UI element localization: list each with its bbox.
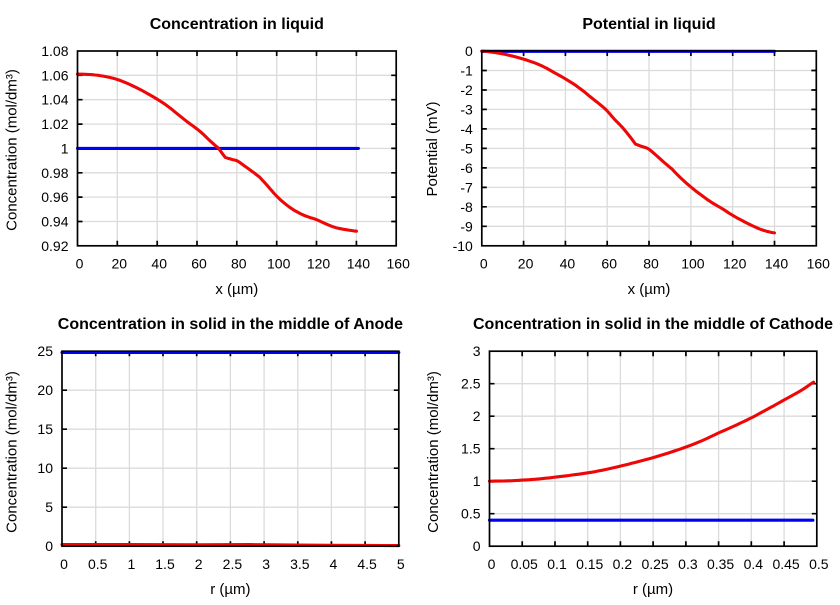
svg-text:60: 60 — [601, 256, 617, 272]
svg-text:Concentration (mol/dm³): Concentration (mol/dm³) — [4, 69, 21, 231]
svg-text:0: 0 — [488, 556, 496, 572]
svg-text:0: 0 — [60, 556, 68, 572]
svg-text:1: 1 — [473, 473, 481, 489]
svg-text:2: 2 — [473, 408, 481, 424]
svg-text:80: 80 — [643, 256, 659, 272]
svg-text:40: 40 — [151, 256, 167, 272]
svg-text:160: 160 — [387, 256, 411, 272]
svg-text:1: 1 — [128, 556, 136, 572]
svg-text:0.1: 0.1 — [547, 556, 567, 572]
svg-text:0.05: 0.05 — [511, 556, 538, 572]
svg-text:1.02: 1.02 — [41, 116, 68, 132]
svg-text:0.45: 0.45 — [772, 556, 799, 572]
svg-text:x (µm): x (µm) — [628, 281, 671, 298]
svg-text:-6: -6 — [460, 160, 473, 176]
svg-text:0.94: 0.94 — [41, 214, 68, 230]
svg-text:140: 140 — [347, 256, 371, 272]
svg-text:3: 3 — [473, 343, 481, 359]
svg-text:x (µm): x (µm) — [215, 281, 258, 298]
svg-text:1.06: 1.06 — [41, 67, 68, 83]
svg-text:2: 2 — [195, 556, 203, 572]
svg-text:1.04: 1.04 — [41, 92, 68, 108]
svg-text:0.96: 0.96 — [41, 189, 68, 205]
svg-text:Potential in liquid: Potential in liquid — [582, 16, 715, 33]
svg-text:0.92: 0.92 — [41, 238, 68, 254]
svg-text:1.5: 1.5 — [155, 556, 175, 572]
svg-text:20: 20 — [37, 382, 53, 398]
svg-text:r (µm): r (µm) — [210, 581, 250, 598]
svg-text:0.15: 0.15 — [576, 556, 603, 572]
svg-text:0.5: 0.5 — [809, 556, 829, 572]
svg-text:-2: -2 — [460, 82, 473, 98]
svg-text:0.4: 0.4 — [744, 556, 764, 572]
svg-text:0: 0 — [480, 256, 488, 272]
svg-text:10: 10 — [37, 460, 53, 476]
svg-text:3.5: 3.5 — [290, 556, 310, 572]
svg-text:0: 0 — [473, 538, 481, 554]
svg-text:120: 120 — [307, 256, 331, 272]
svg-text:4: 4 — [330, 556, 338, 572]
svg-text:-7: -7 — [460, 179, 473, 195]
svg-text:-10: -10 — [453, 238, 473, 254]
svg-text:1.5: 1.5 — [461, 441, 481, 457]
svg-text:5: 5 — [397, 556, 405, 572]
svg-text:0.25: 0.25 — [641, 556, 668, 572]
svg-text:1: 1 — [61, 140, 69, 156]
svg-text:0.2: 0.2 — [613, 556, 633, 572]
svg-text:15: 15 — [37, 421, 53, 437]
svg-text:120: 120 — [723, 256, 747, 272]
svg-text:0: 0 — [45, 538, 53, 554]
svg-text:Concentration in solid in the: Concentration in solid in the middle of … — [58, 316, 403, 333]
svg-text:40: 40 — [560, 256, 576, 272]
svg-text:80: 80 — [231, 256, 247, 272]
svg-text:-4: -4 — [460, 121, 473, 137]
svg-text:0.5: 0.5 — [88, 556, 108, 572]
svg-text:-5: -5 — [460, 140, 473, 156]
svg-text:60: 60 — [191, 256, 207, 272]
svg-text:20: 20 — [518, 256, 534, 272]
svg-text:5: 5 — [45, 499, 53, 515]
svg-text:0: 0 — [465, 43, 473, 59]
svg-text:-3: -3 — [460, 101, 473, 117]
svg-text:100: 100 — [681, 256, 705, 272]
svg-text:Potential (mV): Potential (mV) — [424, 101, 441, 196]
svg-text:2.5: 2.5 — [223, 556, 243, 572]
svg-text:0.98: 0.98 — [41, 165, 68, 181]
svg-text:Concentration (mol/dm³): Concentration (mol/dm³) — [4, 371, 21, 533]
svg-text:140: 140 — [765, 256, 789, 272]
svg-text:Concentration in liquid: Concentration in liquid — [150, 16, 324, 33]
svg-text:r (µm): r (µm) — [633, 581, 673, 598]
svg-text:2.5: 2.5 — [461, 376, 481, 392]
svg-text:Concentration (mol/dm³): Concentration (mol/dm³) — [425, 371, 442, 533]
svg-text:-1: -1 — [460, 63, 473, 79]
svg-text:Concentration in solid in the: Concentration in solid in the middle of … — [473, 316, 833, 333]
svg-text:160: 160 — [807, 256, 831, 272]
svg-text:3: 3 — [262, 556, 270, 572]
svg-text:100: 100 — [267, 256, 291, 272]
svg-text:25: 25 — [37, 343, 53, 359]
svg-text:0.5: 0.5 — [461, 506, 481, 522]
svg-text:-9: -9 — [460, 218, 473, 234]
svg-text:4.5: 4.5 — [357, 556, 377, 572]
svg-text:0.35: 0.35 — [707, 556, 734, 572]
svg-text:0: 0 — [76, 256, 84, 272]
svg-text:1.08: 1.08 — [41, 43, 68, 59]
svg-text:20: 20 — [112, 256, 128, 272]
svg-text:0.3: 0.3 — [678, 556, 698, 572]
svg-text:-8: -8 — [460, 199, 473, 215]
